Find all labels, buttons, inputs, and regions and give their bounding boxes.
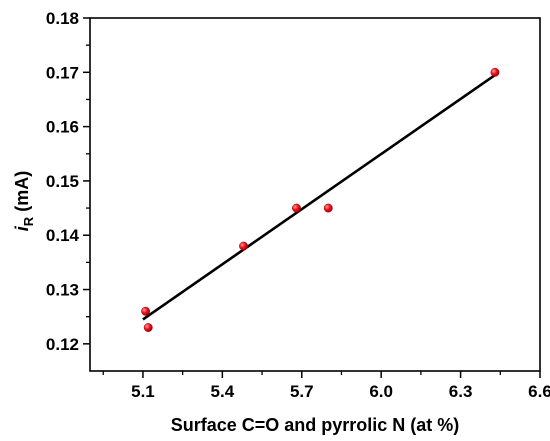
data-point bbox=[143, 323, 153, 333]
y-axis-label: iR (mA) bbox=[12, 171, 36, 231]
y-tick-label: 0.16 bbox=[46, 118, 79, 137]
data-point bbox=[292, 203, 301, 213]
tick-labels: 5.1 5.4 5.7 6.0 6.3 6.6 0.12 0.13 0.14 0.15 0.16 0.… bbox=[46, 9, 550, 401]
x-tick-label: 6.3 bbox=[449, 382, 473, 401]
axes bbox=[83, 17, 541, 378]
data-points bbox=[141, 67, 500, 333]
x-tick-label: 6.0 bbox=[369, 382, 393, 401]
plot-frame bbox=[89, 17, 541, 372]
fit-line-group bbox=[142, 73, 496, 321]
y-axis-unit: (mA) bbox=[12, 171, 32, 217]
y-tick-label: 0.17 bbox=[46, 63, 79, 82]
data-point bbox=[323, 203, 333, 213]
data-point bbox=[239, 241, 248, 251]
y-axis-symbol: i bbox=[12, 225, 32, 231]
fit-line bbox=[142, 73, 496, 321]
data-point bbox=[490, 67, 500, 77]
x-tick-label: 5.1 bbox=[131, 382, 155, 401]
x-tick-label: 6.6 bbox=[528, 382, 550, 401]
y-tick-label: 0.13 bbox=[46, 281, 79, 300]
y-axis-subscript: R bbox=[21, 216, 36, 226]
y-tick-label: 0.18 bbox=[46, 9, 79, 28]
data-point bbox=[141, 306, 151, 316]
y-tick-label: 0.14 bbox=[46, 226, 80, 245]
y-tick-label: 0.12 bbox=[46, 335, 79, 354]
y-tick-label: 0.15 bbox=[46, 172, 79, 191]
x-tick-label: 5.4 bbox=[211, 382, 235, 401]
x-axis-label: Surface C=O and pyrrolic N (at %) bbox=[171, 415, 460, 435]
x-tick-label: 5.7 bbox=[290, 382, 314, 401]
